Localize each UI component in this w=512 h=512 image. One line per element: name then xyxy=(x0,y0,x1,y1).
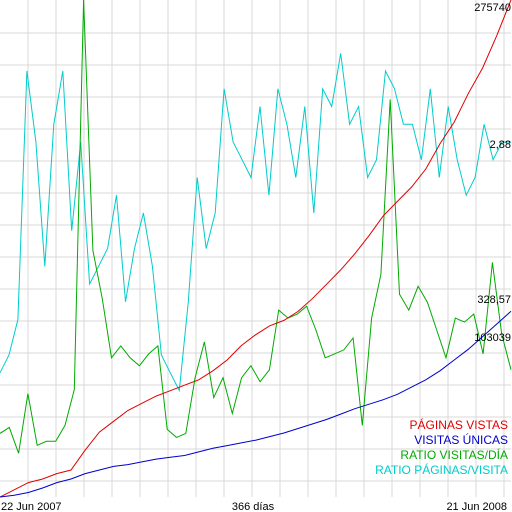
visitas-end-label: 103039 xyxy=(474,332,511,344)
series-line-paginas xyxy=(0,0,512,498)
legend-ratio-paginas-visita: RATIO PÁGINAS/VISITA xyxy=(375,462,508,477)
chart-series-lines xyxy=(0,0,512,498)
legend-visitas-unicas: VISITAS ÚNICAS xyxy=(414,432,508,447)
legend-paginas-vistas: PÁGINAS VISTAS xyxy=(410,417,508,432)
series-line-ratio_visitas xyxy=(0,0,512,454)
chart-grid xyxy=(0,0,511,497)
series-line-visitas xyxy=(0,310,512,498)
ratio-paginas-end-label: 2,88 xyxy=(490,139,511,151)
x-tick-end: 21 Jun 2008 xyxy=(446,501,507,512)
x-tick-start: 22 Jun 2007 xyxy=(1,501,62,512)
ratio-visitas-end-label: 328,57 xyxy=(477,294,511,306)
series-line-ratio_paginas xyxy=(0,53,511,393)
paginas-end-label: 275740 xyxy=(474,2,511,14)
legend-ratio-visitas-dia: RATIO VISITAS/DÍA xyxy=(400,447,508,462)
x-tick-middle: 366 días xyxy=(232,501,275,512)
